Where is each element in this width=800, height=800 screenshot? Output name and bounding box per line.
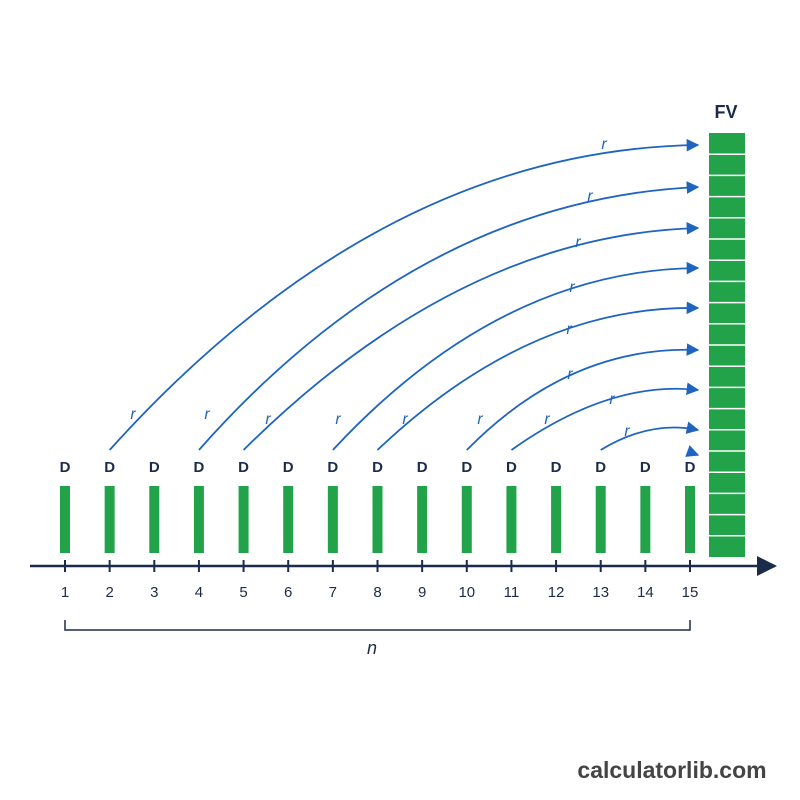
growth-arrow: [242, 222, 700, 451]
watermark: calculatorlib.com: [577, 757, 766, 783]
rate-label: r: [204, 406, 210, 423]
rate-label: r: [335, 411, 341, 428]
fv-label: FV: [714, 102, 737, 122]
fv-column: [709, 133, 745, 557]
period-label: 4: [195, 584, 203, 601]
period-label: 9: [418, 584, 426, 601]
period-label: 3: [150, 584, 158, 601]
period-label: 12: [548, 584, 565, 601]
period-label: 14: [637, 584, 654, 601]
span-bracket: [64, 620, 691, 631]
rate-label: r: [265, 411, 271, 428]
period-label: 13: [592, 584, 609, 601]
deposit-bar: [149, 486, 160, 553]
deposit-bar: [506, 486, 517, 553]
period-label: 8: [373, 584, 381, 601]
deposit-bar: [685, 486, 695, 553]
period-label: 2: [105, 584, 113, 601]
growth-arrow: [376, 301, 700, 451]
growth-arrow: [332, 261, 700, 451]
deposit-label: D: [238, 459, 249, 476]
deposit-bar: [193, 486, 204, 553]
deposit-label: D: [685, 459, 696, 476]
deposit-bar: [461, 486, 472, 553]
deposit-label: D: [327, 459, 338, 476]
rate-label: r: [587, 188, 593, 205]
rate-label: r: [544, 411, 550, 428]
deposit-bar: [327, 486, 338, 553]
growth-arrow: [198, 181, 700, 451]
deposit-label: D: [640, 459, 651, 476]
period-label: 5: [239, 584, 247, 601]
span-label: n: [367, 638, 377, 658]
period-label: 11: [504, 584, 520, 601]
deposit-label: D: [551, 459, 562, 476]
rate-label: r: [569, 279, 575, 296]
deposit-bar: [417, 486, 428, 553]
growth-arrow: [466, 343, 700, 451]
growth-arrow: [685, 445, 700, 457]
growth-arrow: [600, 421, 700, 451]
deposit-bar: [238, 486, 249, 553]
deposit-label: D: [372, 459, 383, 476]
period-label: 10: [458, 584, 475, 601]
deposit-label: D: [417, 459, 428, 476]
deposit-bar: [595, 486, 606, 553]
growth-arrow: [108, 138, 700, 451]
deposit-bar: [104, 486, 115, 553]
rate-label: r: [130, 406, 136, 423]
deposit-bar: [640, 486, 651, 553]
rate-label: r: [567, 366, 573, 383]
rate-label: r: [477, 411, 483, 428]
deposit-label: D: [461, 459, 472, 476]
deposit-label: D: [506, 459, 517, 476]
deposit-label: D: [283, 459, 294, 476]
rate-label: r: [402, 411, 408, 428]
rate-label: r: [566, 321, 572, 338]
rate-label: r: [575, 234, 581, 251]
deposit-bar: [60, 486, 70, 553]
period-label: 1: [61, 584, 69, 601]
deposit-bar: [283, 486, 294, 553]
rate-label: r: [624, 423, 630, 440]
deposit-bar: [372, 486, 383, 553]
period-label: 15: [682, 584, 699, 601]
deposit-label: D: [104, 459, 115, 476]
rate-label: r: [609, 391, 615, 408]
period-label: 6: [284, 584, 292, 601]
period-label: 7: [329, 584, 337, 601]
deposit-label: D: [60, 459, 71, 476]
deposit-label: D: [595, 459, 606, 476]
deposit-label: D: [149, 459, 160, 476]
growth-arrow: [510, 382, 700, 451]
deposit-bar: [551, 486, 562, 553]
deposit-label: D: [194, 459, 205, 476]
rate-label: r: [601, 136, 607, 153]
